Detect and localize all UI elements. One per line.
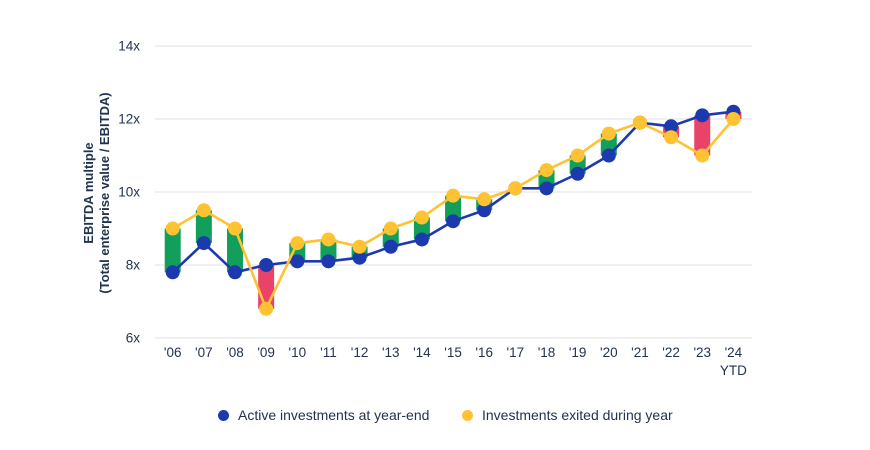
- active-point: [664, 119, 679, 134]
- y-tick-label: 14x: [118, 39, 140, 54]
- exited-point: [726, 112, 741, 126]
- chart-legend: Active investments at year-end Investmen…: [0, 405, 870, 425]
- active-point: [539, 181, 554, 196]
- active-point: [477, 203, 492, 218]
- delta-bar-positive: [164, 228, 181, 273]
- x-tick-label: '16: [475, 345, 493, 360]
- active-point: [695, 108, 710, 123]
- legend-label-active: Active investments at year-end: [238, 407, 430, 423]
- active-point: [228, 265, 242, 280]
- active-point: [196, 236, 211, 251]
- active-point: [570, 166, 585, 181]
- exited-point: [664, 130, 679, 145]
- active-point: [165, 265, 180, 280]
- x-tick-label: '17: [507, 345, 525, 360]
- exited-point: [601, 126, 616, 141]
- delta-bar-positive: [445, 195, 462, 222]
- exited-point: [477, 192, 492, 207]
- active-point: [414, 232, 429, 247]
- legend-dot-exited: [462, 409, 473, 421]
- x-tick-label: '23: [693, 345, 711, 360]
- x-tick-label-suffix: YTD: [720, 363, 747, 378]
- legend-dot-active: [218, 409, 229, 421]
- y-tick-label: 8x: [126, 258, 141, 273]
- delta-bar-negative: [694, 115, 711, 156]
- y-tick-label: 6x: [126, 331, 141, 346]
- active-point: [601, 148, 616, 163]
- x-tick-label: '07: [195, 345, 213, 360]
- exited-point: [508, 181, 523, 196]
- active-point: [259, 258, 274, 272]
- exited-point: [259, 301, 274, 316]
- x-tick-label: '18: [538, 345, 556, 360]
- x-tick-label: '21: [631, 345, 649, 360]
- active-point: [290, 254, 305, 269]
- x-tick-label: '15: [444, 345, 462, 360]
- x-tick-label: '06: [164, 345, 182, 360]
- y-tick-label: 10x: [118, 185, 140, 200]
- x-tick-label: '09: [257, 345, 275, 360]
- x-tick-label: '11: [320, 345, 337, 360]
- exited-point: [414, 210, 429, 225]
- x-tick-label: '10: [289, 345, 307, 360]
- legend-label-exited: Investments exited during year: [482, 407, 673, 423]
- exited-point: [695, 148, 710, 163]
- exited-point: [290, 236, 305, 251]
- exited-point: [570, 148, 585, 163]
- x-tick-label: '13: [382, 345, 400, 360]
- legend-item-active: Active investments at year-end: [218, 405, 429, 425]
- exited-point: [352, 239, 367, 254]
- x-tick-label: '12: [351, 345, 369, 360]
- x-tick-label: '20: [600, 345, 618, 360]
- exited-point: [383, 221, 398, 236]
- x-tick-label: '24: [725, 345, 743, 360]
- exited-point: [228, 221, 242, 236]
- active-point: [352, 250, 367, 265]
- x-tick-label: '22: [662, 345, 680, 360]
- delta-bar-positive: [195, 210, 212, 244]
- y-tick-label: 12x: [118, 112, 140, 127]
- active-point: [383, 239, 398, 254]
- exited-point: [632, 115, 647, 130]
- active-point: [321, 254, 336, 269]
- exited-point: [539, 163, 554, 178]
- legend-item-exited: Investments exited during year: [462, 405, 673, 425]
- exited-point: [196, 203, 211, 218]
- exited-point: [165, 221, 180, 236]
- x-tick-label: '08: [226, 345, 244, 360]
- x-tick-label: '19: [569, 345, 587, 360]
- exited-point: [446, 188, 461, 203]
- active-point: [446, 214, 461, 229]
- exited-point: [321, 232, 336, 247]
- x-tick-label: '14: [413, 345, 431, 360]
